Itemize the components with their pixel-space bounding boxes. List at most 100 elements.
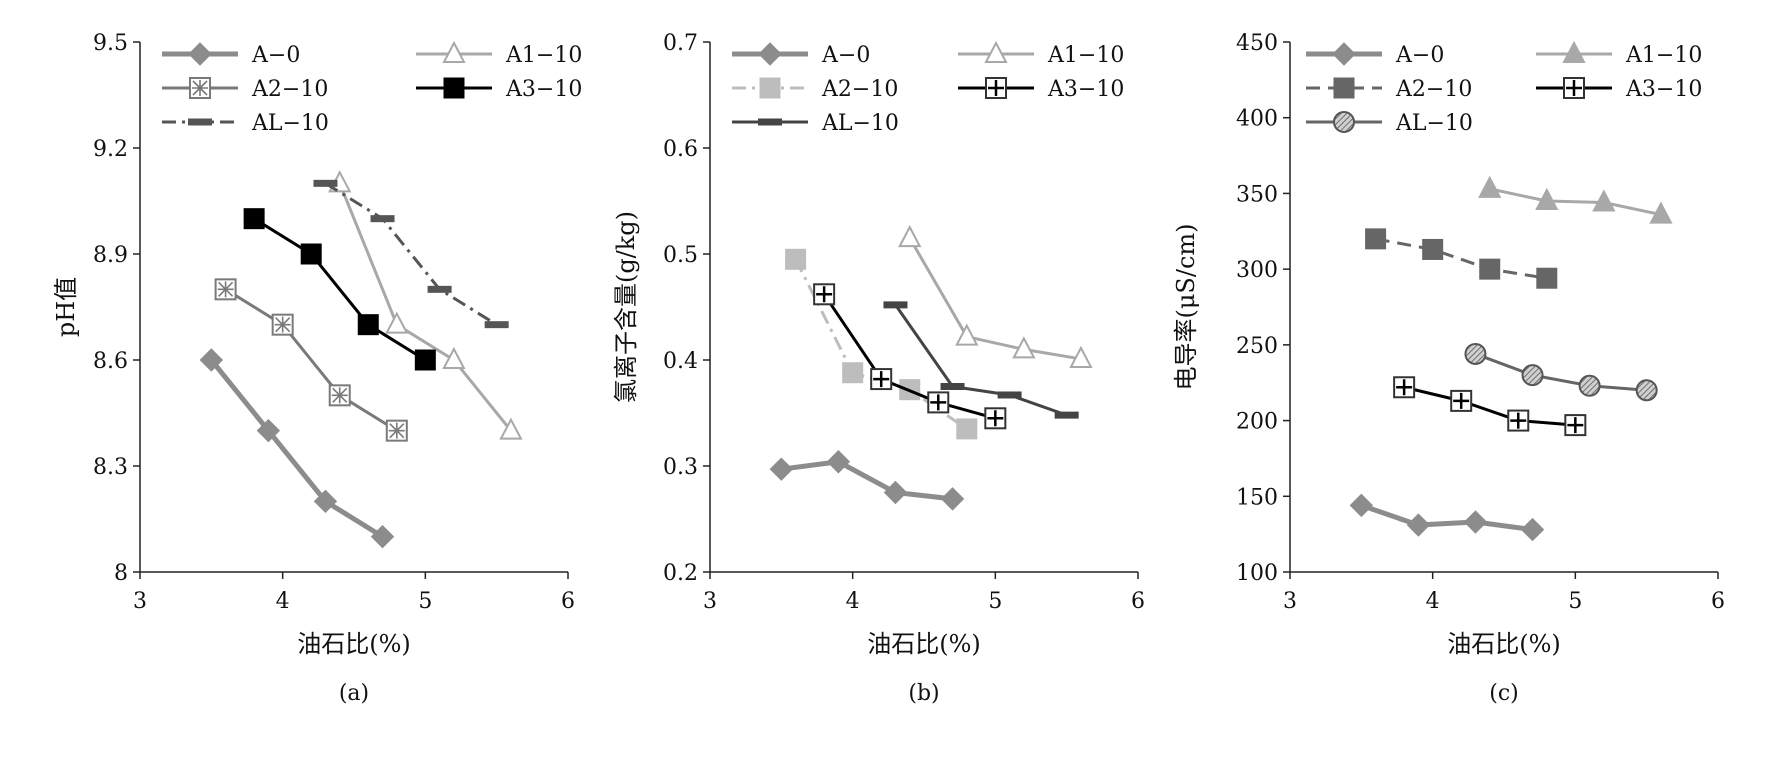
legend-swatch-marker xyxy=(984,40,1008,63)
legend-swatch-marker-cross xyxy=(192,80,208,96)
legend-item-2: A1−10 xyxy=(1536,40,1702,68)
data-point xyxy=(1349,493,1374,518)
data-point xyxy=(1450,389,1473,412)
legend: A−0 A1−10 A2−10 A3−10 AL−10 xyxy=(732,40,1124,136)
data-point xyxy=(898,224,922,248)
y-axis-title: 氯离子含量(g/kg) xyxy=(612,211,640,403)
data-point xyxy=(826,450,851,474)
data-point xyxy=(484,321,509,329)
x-tick-label: 6 xyxy=(1711,589,1725,614)
data-point xyxy=(1464,342,1487,365)
y-tick-label: 0.5 xyxy=(663,243,698,268)
series-5 xyxy=(1464,342,1658,402)
data-point-cross xyxy=(217,281,234,298)
data-point xyxy=(997,391,1022,399)
data-point xyxy=(1635,379,1658,402)
data-point xyxy=(1578,374,1601,397)
data-point xyxy=(499,417,523,440)
data-point xyxy=(313,179,338,187)
legend-label: A−0 xyxy=(1395,43,1444,68)
data-point xyxy=(1393,376,1416,399)
legend-item-3: A2−10 xyxy=(162,77,328,102)
x-tick-label: 3 xyxy=(133,589,147,614)
x-tick-label: 6 xyxy=(561,589,575,614)
y-tick-label: 400 xyxy=(1236,107,1278,132)
data-point xyxy=(955,323,979,346)
y-tick-label: 250 xyxy=(1236,334,1278,359)
series-4 xyxy=(243,208,436,371)
legend-swatch-marker xyxy=(188,118,212,126)
legend-swatch-marker xyxy=(985,77,1007,99)
data-point xyxy=(1521,364,1544,387)
data-point-cross xyxy=(388,422,405,439)
series-3 xyxy=(1365,228,1558,289)
legend-item-2: A1−10 xyxy=(958,40,1124,68)
panel-label: (c) xyxy=(1489,681,1519,706)
y-tick-label: 0.6 xyxy=(663,137,698,162)
legend-item-1: A−0 xyxy=(162,42,300,68)
legend-item-4: A3−10 xyxy=(958,77,1124,102)
legend-item-4: A3−10 xyxy=(416,77,582,102)
data-point xyxy=(984,407,1007,430)
legend-label: A1−10 xyxy=(1047,43,1124,68)
data-point xyxy=(313,489,338,514)
legend-item-1: A−0 xyxy=(1306,42,1444,68)
data-point xyxy=(1478,175,1502,198)
y-tick-label: 0.3 xyxy=(663,455,698,480)
y-tick-label: 8.9 xyxy=(93,243,128,268)
legend-label: A−0 xyxy=(821,43,870,68)
data-point xyxy=(785,248,807,270)
data-point-plus xyxy=(816,286,833,303)
data-point xyxy=(769,457,794,481)
series-4 xyxy=(813,283,1007,430)
legend-label: AL−10 xyxy=(251,111,329,136)
series-1 xyxy=(199,348,395,549)
legend-label: A3−10 xyxy=(1047,77,1124,102)
data-point-plus xyxy=(1396,379,1413,396)
data-point xyxy=(300,243,322,265)
series-3 xyxy=(785,248,978,440)
y-tick-label: 9.2 xyxy=(93,137,128,162)
y-tick-label: 450 xyxy=(1236,31,1278,56)
data-point xyxy=(842,362,864,384)
legend-label: A1−10 xyxy=(505,43,582,68)
series-line xyxy=(224,288,398,432)
series-5 xyxy=(313,179,509,329)
legend-item-5: AL−10 xyxy=(162,111,329,136)
data-point-plus xyxy=(873,371,890,388)
series-line xyxy=(1403,385,1576,427)
series-2 xyxy=(1478,175,1673,224)
data-point xyxy=(1649,201,1673,224)
legend-swatch-marker xyxy=(1562,40,1586,63)
legend-swatch-marker xyxy=(1333,77,1355,99)
data-point xyxy=(813,283,836,306)
legend-item-3: A2−10 xyxy=(732,77,898,102)
data-point xyxy=(414,349,436,371)
data-point-plus xyxy=(930,394,947,411)
data-point xyxy=(927,391,950,414)
series-5 xyxy=(883,301,1079,419)
x-tick-label: 6 xyxy=(1131,589,1145,614)
data-point xyxy=(271,313,294,336)
legend-swatch-marker xyxy=(189,77,211,99)
data-point xyxy=(385,419,408,442)
data-point xyxy=(1479,258,1501,280)
legend-label: A3−10 xyxy=(505,77,582,102)
y-axis-title: pH值 xyxy=(52,277,80,337)
data-point xyxy=(214,278,237,301)
data-point xyxy=(870,368,893,391)
data-point-plus xyxy=(1453,392,1470,409)
legend-label: A1−10 xyxy=(1625,43,1702,68)
y-tick-label: 8.6 xyxy=(93,349,128,374)
data-point-cross xyxy=(331,387,348,404)
x-tick-label: 5 xyxy=(1568,589,1582,614)
y-tick-label: 0.4 xyxy=(663,349,698,374)
legend-swatch-marker xyxy=(1332,42,1356,66)
data-point xyxy=(427,285,452,293)
legend: A−0 A1−10 A2−10 A3−10 AL−10 xyxy=(162,40,582,136)
series-1 xyxy=(769,450,965,511)
series-line xyxy=(324,182,498,326)
legend-swatch-marker xyxy=(758,118,782,126)
series-line xyxy=(1489,187,1662,217)
